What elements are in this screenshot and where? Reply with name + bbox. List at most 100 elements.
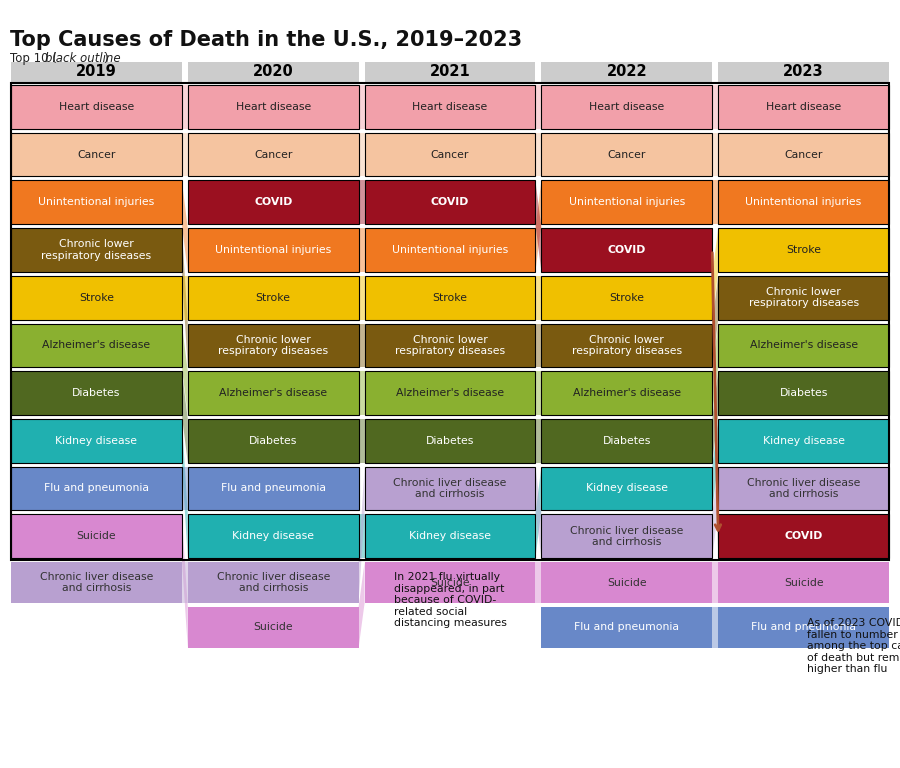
FancyBboxPatch shape <box>364 515 536 558</box>
Text: Top 10 (: Top 10 ( <box>10 52 57 65</box>
FancyBboxPatch shape <box>188 85 358 129</box>
Polygon shape <box>182 419 188 558</box>
FancyBboxPatch shape <box>718 607 889 648</box>
Text: Alzheimer's disease: Alzheimer's disease <box>42 340 150 350</box>
Polygon shape <box>358 371 365 415</box>
Text: Cancer: Cancer <box>254 150 292 160</box>
Polygon shape <box>182 228 188 367</box>
FancyBboxPatch shape <box>542 562 712 603</box>
Text: Heart disease: Heart disease <box>236 102 310 112</box>
Text: COVID: COVID <box>254 197 292 207</box>
Polygon shape <box>712 419 718 510</box>
Text: Cancer: Cancer <box>608 150 646 160</box>
FancyBboxPatch shape <box>11 276 182 319</box>
Text: Alzheimer's disease: Alzheimer's disease <box>219 388 328 398</box>
Text: Flu and pneumonia: Flu and pneumonia <box>220 483 326 494</box>
FancyBboxPatch shape <box>718 180 889 224</box>
Polygon shape <box>536 180 542 272</box>
Polygon shape <box>182 133 188 177</box>
Polygon shape <box>358 228 365 272</box>
FancyBboxPatch shape <box>188 607 358 648</box>
Polygon shape <box>712 562 718 603</box>
Text: Diabetes: Diabetes <box>72 388 121 398</box>
FancyBboxPatch shape <box>364 419 536 462</box>
Text: Kidney disease: Kidney disease <box>762 435 844 445</box>
Text: Top Causes of Death in the U.S., 2019–2023: Top Causes of Death in the U.S., 2019–20… <box>10 30 522 50</box>
Text: Suicide: Suicide <box>607 578 646 588</box>
Polygon shape <box>182 515 188 648</box>
FancyBboxPatch shape <box>542 228 712 272</box>
Polygon shape <box>358 85 365 129</box>
Text: Diabetes: Diabetes <box>249 435 297 445</box>
Text: 2019: 2019 <box>76 65 117 80</box>
Text: Chronic liver disease
and cirrhosis: Chronic liver disease and cirrhosis <box>570 525 683 547</box>
Text: 2020: 2020 <box>253 65 293 80</box>
FancyBboxPatch shape <box>364 323 536 367</box>
Text: Unintentional injuries: Unintentional injuries <box>39 197 155 207</box>
FancyBboxPatch shape <box>11 515 182 558</box>
Text: Heart disease: Heart disease <box>590 102 664 112</box>
Text: Suicide: Suicide <box>254 623 293 633</box>
Text: Alzheimer's disease: Alzheimer's disease <box>396 388 504 398</box>
Polygon shape <box>536 371 542 415</box>
FancyBboxPatch shape <box>718 133 889 177</box>
Text: Alzheimer's disease: Alzheimer's disease <box>750 340 858 350</box>
FancyBboxPatch shape <box>188 62 358 82</box>
FancyBboxPatch shape <box>11 371 182 415</box>
FancyBboxPatch shape <box>11 562 182 603</box>
FancyBboxPatch shape <box>11 62 182 82</box>
Polygon shape <box>712 228 718 558</box>
Polygon shape <box>712 228 718 319</box>
FancyBboxPatch shape <box>542 62 712 82</box>
Text: Suicide: Suicide <box>76 531 116 541</box>
FancyBboxPatch shape <box>542 276 712 319</box>
Text: Suicide: Suicide <box>430 578 470 588</box>
FancyBboxPatch shape <box>364 228 536 272</box>
Text: Diabetes: Diabetes <box>603 435 651 445</box>
Polygon shape <box>712 276 718 367</box>
FancyBboxPatch shape <box>188 562 358 603</box>
Text: Cancer: Cancer <box>431 150 469 160</box>
Polygon shape <box>182 323 188 415</box>
Text: Flu and pneumonia: Flu and pneumonia <box>44 483 148 494</box>
Polygon shape <box>536 276 542 319</box>
Text: Chronic lower
respiratory diseases: Chronic lower respiratory diseases <box>395 335 505 356</box>
Text: 2022: 2022 <box>607 65 647 80</box>
FancyBboxPatch shape <box>364 180 536 224</box>
Text: Stroke: Stroke <box>609 293 644 303</box>
FancyBboxPatch shape <box>542 85 712 129</box>
Text: Flu and pneumonia: Flu and pneumonia <box>752 623 856 633</box>
Polygon shape <box>358 419 365 462</box>
FancyBboxPatch shape <box>188 228 358 272</box>
Text: Kidney disease: Kidney disease <box>586 483 668 494</box>
Text: Chronic liver disease
and cirrhosis: Chronic liver disease and cirrhosis <box>217 572 330 593</box>
Text: 2021: 2021 <box>429 65 471 80</box>
FancyBboxPatch shape <box>718 371 889 415</box>
FancyBboxPatch shape <box>11 467 182 510</box>
FancyBboxPatch shape <box>542 371 712 415</box>
Text: Stroke: Stroke <box>433 293 467 303</box>
Polygon shape <box>358 180 365 224</box>
Text: COVID: COVID <box>431 197 469 207</box>
FancyBboxPatch shape <box>364 85 536 129</box>
FancyBboxPatch shape <box>188 371 358 415</box>
Text: COVID: COVID <box>608 245 646 255</box>
FancyBboxPatch shape <box>11 133 182 177</box>
FancyBboxPatch shape <box>11 180 182 224</box>
FancyBboxPatch shape <box>188 180 358 224</box>
Text: Kidney disease: Kidney disease <box>409 531 491 541</box>
FancyBboxPatch shape <box>364 562 536 603</box>
Text: In 2021 flu virtually
disappeared, in part
because of COVID-
related social
dist: In 2021 flu virtually disappeared, in pa… <box>393 572 507 628</box>
FancyBboxPatch shape <box>718 85 889 129</box>
Text: Cancer: Cancer <box>785 150 823 160</box>
Polygon shape <box>712 467 718 558</box>
Text: Stroke: Stroke <box>79 293 114 303</box>
Text: Heart disease: Heart disease <box>766 102 842 112</box>
Polygon shape <box>712 180 718 224</box>
FancyBboxPatch shape <box>364 276 536 319</box>
Polygon shape <box>358 467 365 603</box>
Polygon shape <box>358 562 365 648</box>
Text: Unintentional injuries: Unintentional injuries <box>392 245 508 255</box>
Text: Chronic lower
respiratory diseases: Chronic lower respiratory diseases <box>749 287 859 308</box>
Text: Cancer: Cancer <box>77 150 115 160</box>
